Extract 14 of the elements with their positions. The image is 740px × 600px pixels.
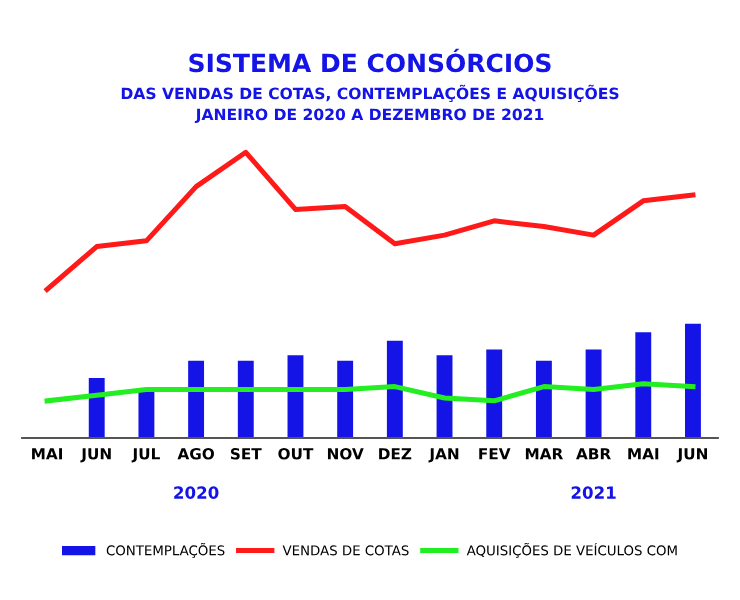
- bar: [88, 378, 105, 438]
- bar: [535, 360, 552, 438]
- bar: [386, 340, 403, 438]
- bar: [685, 323, 701, 438]
- bar: [138, 389, 155, 438]
- bar: [337, 360, 354, 438]
- chart-title: SISTEMA DE CONSÓRCIOS: [189, 48, 551, 73]
- bar: [635, 332, 652, 438]
- bar: [188, 360, 205, 438]
- bar: [486, 349, 503, 438]
- text: 2021: [571, 486, 616, 499]
- bar: [585, 349, 602, 438]
- text: 2020: [174, 486, 219, 499]
- bar: [237, 360, 254, 438]
